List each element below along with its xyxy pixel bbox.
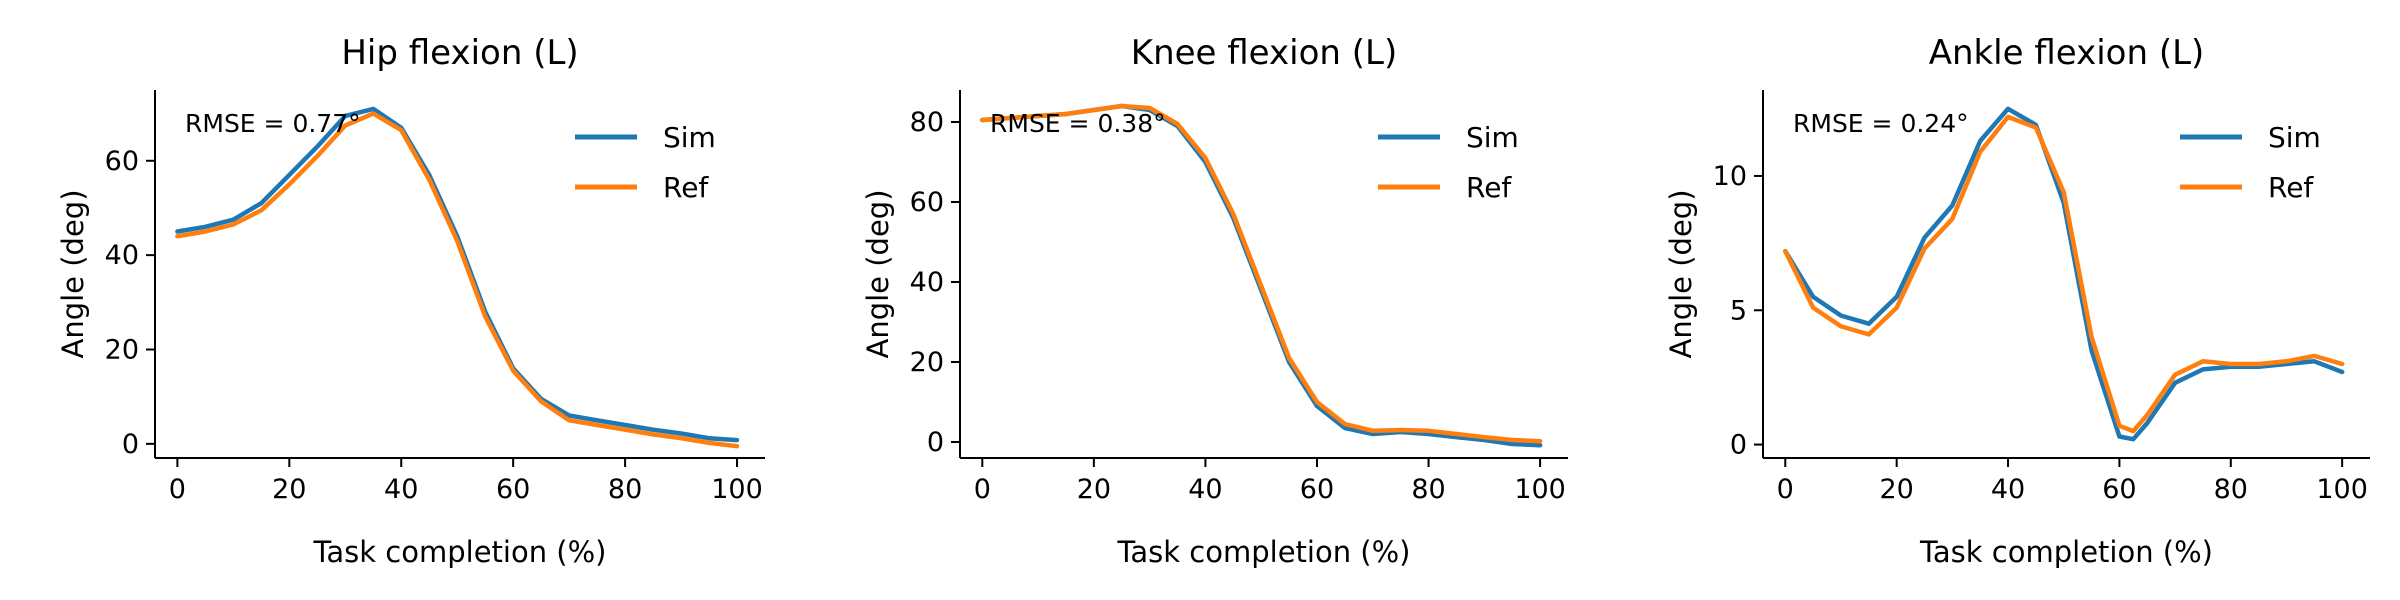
x-axis-label: Task completion (%) (1919, 535, 2213, 569)
x-tick-label: 100 (711, 474, 763, 505)
rmse-annotation: RMSE = 0.38° (990, 109, 1166, 138)
x-tick-label: 80 (1411, 474, 1445, 505)
series-line-ref (980, 103, 1543, 444)
legend-label-sim: Sim (2268, 121, 2321, 154)
y-tick-label: 10 (1713, 161, 1747, 192)
legend-label-sim: Sim (1466, 121, 1519, 154)
x-tick-label: 40 (1991, 474, 2025, 505)
x-tick-label: 0 (169, 474, 186, 505)
series-line-ref (1783, 114, 2345, 434)
y-tick-label: 0 (122, 429, 139, 460)
x-tick-label: 60 (496, 474, 530, 505)
x-tick-label: 100 (2316, 474, 2368, 505)
legend-label-ref: Ref (663, 171, 709, 204)
chart-title: Hip flexion (L) (341, 33, 578, 73)
x-axis-label: Task completion (%) (1116, 535, 1410, 569)
rmse-annotation: RMSE = 0.77° (185, 109, 361, 138)
y-tick-label: 80 (910, 107, 944, 138)
legend: Sim Ref (1378, 121, 1519, 204)
x-tick-label: 40 (384, 474, 418, 505)
x-tick-label: 80 (2214, 474, 2248, 505)
rmse-annotation: RMSE = 0.24° (1793, 109, 1969, 138)
series-line-sim (1783, 106, 2345, 442)
legend: Sim Ref (2180, 121, 2321, 204)
y-tick-label: 40 (910, 267, 944, 298)
x-tick-label: 60 (1300, 474, 1334, 505)
legend-label-ref: Ref (1466, 171, 1512, 204)
x-tick-label: 60 (2102, 474, 2136, 505)
chart-title: Ankle flexion (L) (1929, 33, 2205, 73)
y-axis-label: Angle (deg) (861, 189, 895, 358)
y-tick-label: 20 (910, 347, 944, 378)
y-tick-label: 60 (105, 146, 139, 177)
x-tick-label: 0 (1777, 474, 1794, 505)
x-tick-label: 20 (272, 474, 306, 505)
y-axis-label: Angle (deg) (1664, 189, 1698, 358)
y-tick-label: 0 (927, 427, 944, 458)
x-tick-label: 100 (1514, 474, 1566, 505)
legend: Sim Ref (575, 121, 716, 204)
y-tick-label: 60 (910, 187, 944, 218)
chart-panel-1: Hip flexion (L) 0 20 40 60 80 100 0 20 40 60 Task c… (56, 33, 765, 569)
x-tick-label: 20 (1879, 474, 1913, 505)
y-tick-label: 40 (105, 240, 139, 271)
y-tick-label: 5 (1730, 295, 1747, 326)
x-tick-label: 20 (1077, 474, 1111, 505)
legend-label-ref: Ref (2268, 171, 2314, 204)
y-tick-label: 20 (105, 334, 139, 365)
series-line-sim (980, 103, 1543, 448)
x-tick-label: 0 (974, 474, 991, 505)
x-axis-label: Task completion (%) (312, 535, 606, 569)
y-axis-label: Angle (deg) (56, 189, 90, 358)
chart-panel-2: Knee flexion (L)0 20 40 60 80 100020406080Tas… (861, 33, 1568, 569)
x-tick-label: 40 (1188, 474, 1222, 505)
series-line-sim (175, 106, 740, 443)
chart-title: Knee flexion (L) (1131, 33, 1397, 73)
legend-label-sim: Sim (663, 121, 716, 154)
y-tick-label: 0 (1730, 430, 1747, 461)
chart-panel-3: Ankle flexion (L) 0 20 40 60 80 100 0 5 10 Task co… (1664, 33, 2370, 569)
x-tick-label: 80 (608, 474, 642, 505)
series-line-ref (175, 111, 740, 449)
